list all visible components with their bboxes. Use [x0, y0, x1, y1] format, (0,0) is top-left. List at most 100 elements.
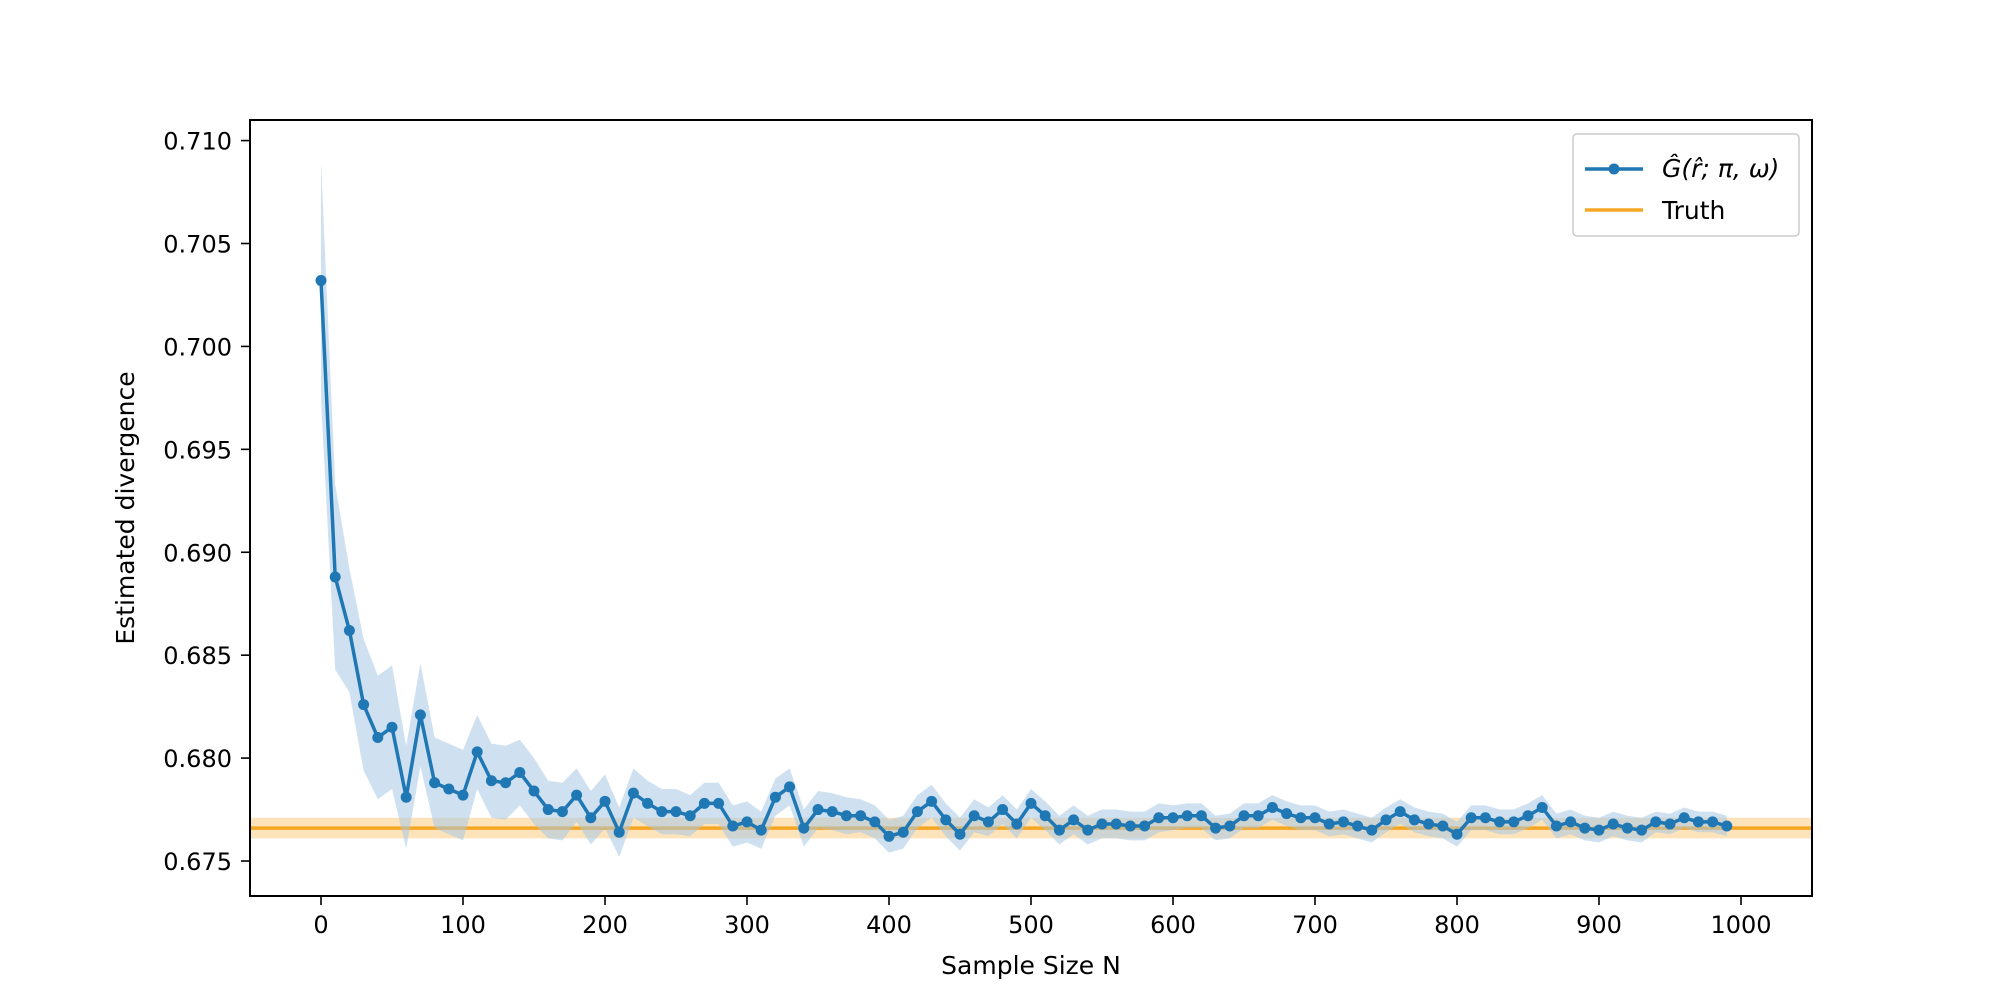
x-tick-label: 900 — [1576, 911, 1622, 939]
estimate-data-point — [1167, 812, 1179, 824]
estimate-data-point — [1692, 816, 1704, 828]
estimate-data-point — [968, 810, 980, 822]
estimate-data-point — [386, 721, 398, 733]
estimate-data-point — [343, 624, 355, 636]
estimate-data-point — [1053, 824, 1065, 836]
estimate-data-point — [514, 766, 526, 778]
estimate-line-layer — [319, 280, 1728, 839]
estimate-data-point — [982, 816, 994, 828]
estimate-data-point — [741, 816, 753, 828]
legend-truth-label: Truth — [1661, 196, 1725, 225]
estimate-data-point — [1096, 818, 1108, 830]
estimate-data-point — [1394, 806, 1406, 818]
legend-estimate-marker — [1608, 163, 1620, 175]
estimate-data-point — [1565, 816, 1577, 828]
estimate-data-point — [1153, 812, 1165, 824]
estimate-data-point — [1181, 810, 1193, 822]
estimate-data-point — [1721, 820, 1733, 832]
estimate-data-point — [826, 806, 838, 818]
estimate-data-point — [429, 777, 441, 789]
x-tick-label: 500 — [1008, 911, 1054, 939]
estimate-data-point — [670, 806, 682, 818]
x-tick-label: 100 — [440, 911, 486, 939]
estimate-data-point — [627, 787, 639, 799]
estimate-data-point — [1110, 818, 1122, 830]
estimate-data-point — [1082, 824, 1094, 836]
estimate-data-point — [315, 275, 327, 287]
estimate-data-point — [1366, 824, 1378, 836]
x-tick-label: 200 — [582, 911, 628, 939]
estimate-data-point — [443, 783, 455, 795]
estimate-data-point — [1437, 820, 1449, 832]
estimate-data-point — [684, 810, 696, 822]
estimate-data-point — [1408, 814, 1420, 826]
estimate-data-point — [897, 826, 909, 838]
estimate-data-point — [1295, 812, 1307, 824]
estimate-data-point — [1380, 814, 1392, 826]
estimate-confidence-band — [321, 161, 1727, 857]
x-tick-label: 700 — [1292, 911, 1338, 939]
estimate-data-point — [1238, 810, 1250, 822]
y-tick-label: 0.695 — [163, 436, 232, 464]
estimate-data-point — [500, 777, 512, 789]
estimate-data-point — [1068, 814, 1080, 826]
estimate-data-point — [485, 775, 497, 787]
legend-estimate-label: Ĝ(r̂; π, ω) — [1662, 153, 1779, 183]
estimate-data-point — [1039, 810, 1051, 822]
estimate-data-point — [769, 791, 781, 803]
x-tick-label: 600 — [1150, 911, 1196, 939]
estimate-data-point — [599, 795, 611, 807]
estimate-data-point — [1124, 820, 1136, 832]
estimate-data-point — [997, 804, 1009, 816]
x-tick-label: 1000 — [1710, 911, 1771, 939]
y-tick-label: 0.690 — [163, 539, 232, 567]
estimate-data-point — [329, 571, 341, 583]
x-axis: 0 100 200 300 400 500 600 700 800 900 1000 — [313, 896, 1772, 939]
estimate-data-point — [1636, 824, 1648, 836]
estimate-data-point — [954, 828, 966, 840]
estimate-data-point — [755, 824, 767, 836]
estimate-data-point — [1025, 797, 1037, 809]
estimate-data-point — [528, 785, 540, 797]
estimate-data-point — [1281, 808, 1293, 820]
y-axis: 0.675 0.680 0.685 0.690 0.695 0.700 0.705 0.710 — [163, 128, 250, 876]
estimate-data-point — [1323, 818, 1335, 830]
estimate-data-point — [457, 789, 469, 801]
estimate-marker-layer — [315, 275, 1733, 842]
confidence-band-layer — [321, 161, 1727, 857]
y-tick-label: 0.710 — [163, 128, 232, 156]
estimate-data-point — [656, 806, 668, 818]
estimate-data-point — [1423, 818, 1435, 830]
estimate-data-point — [840, 810, 852, 822]
estimate-data-point — [372, 732, 384, 744]
estimate-data-point — [613, 826, 625, 838]
estimate-data-point — [1266, 801, 1278, 813]
estimate-data-point — [642, 797, 654, 809]
estimate-data-point — [542, 804, 554, 816]
estimate-data-point — [1352, 820, 1364, 832]
estimate-data-point — [1621, 822, 1633, 834]
estimate-data-point — [1579, 822, 1591, 834]
estimate-data-point — [1195, 810, 1207, 822]
x-tick-label: 400 — [866, 911, 912, 939]
estimate-data-point — [556, 806, 568, 818]
estimate-data-point — [1678, 812, 1690, 824]
estimate-data-point — [926, 795, 938, 807]
estimate-data-point — [1139, 820, 1151, 832]
estimate-data-point — [585, 812, 597, 824]
estimate-data-point — [1522, 810, 1534, 822]
estimate-data-point — [414, 709, 426, 721]
estimate-data-point — [1252, 810, 1264, 822]
estimate-data-point — [727, 820, 739, 832]
y-tick-label: 0.675 — [163, 848, 232, 876]
y-tick-label: 0.705 — [163, 231, 232, 259]
estimate-data-point — [1607, 818, 1619, 830]
y-tick-label: 0.680 — [163, 745, 232, 773]
estimate-data-point — [1508, 816, 1520, 828]
estimate-data-point — [471, 746, 483, 758]
estimate-data-point — [1479, 812, 1491, 824]
estimate-data-point — [1650, 816, 1662, 828]
estimate-data-point — [1494, 816, 1506, 828]
estimate-data-point — [1707, 816, 1719, 828]
legend: Ĝ(r̂; π, ω) Truth — [1572, 133, 1800, 237]
